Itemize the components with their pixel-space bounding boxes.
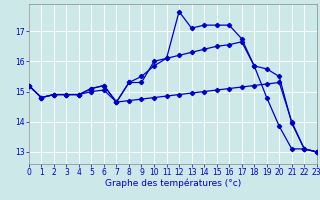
X-axis label: Graphe des températures (°c): Graphe des températures (°c) <box>105 179 241 188</box>
